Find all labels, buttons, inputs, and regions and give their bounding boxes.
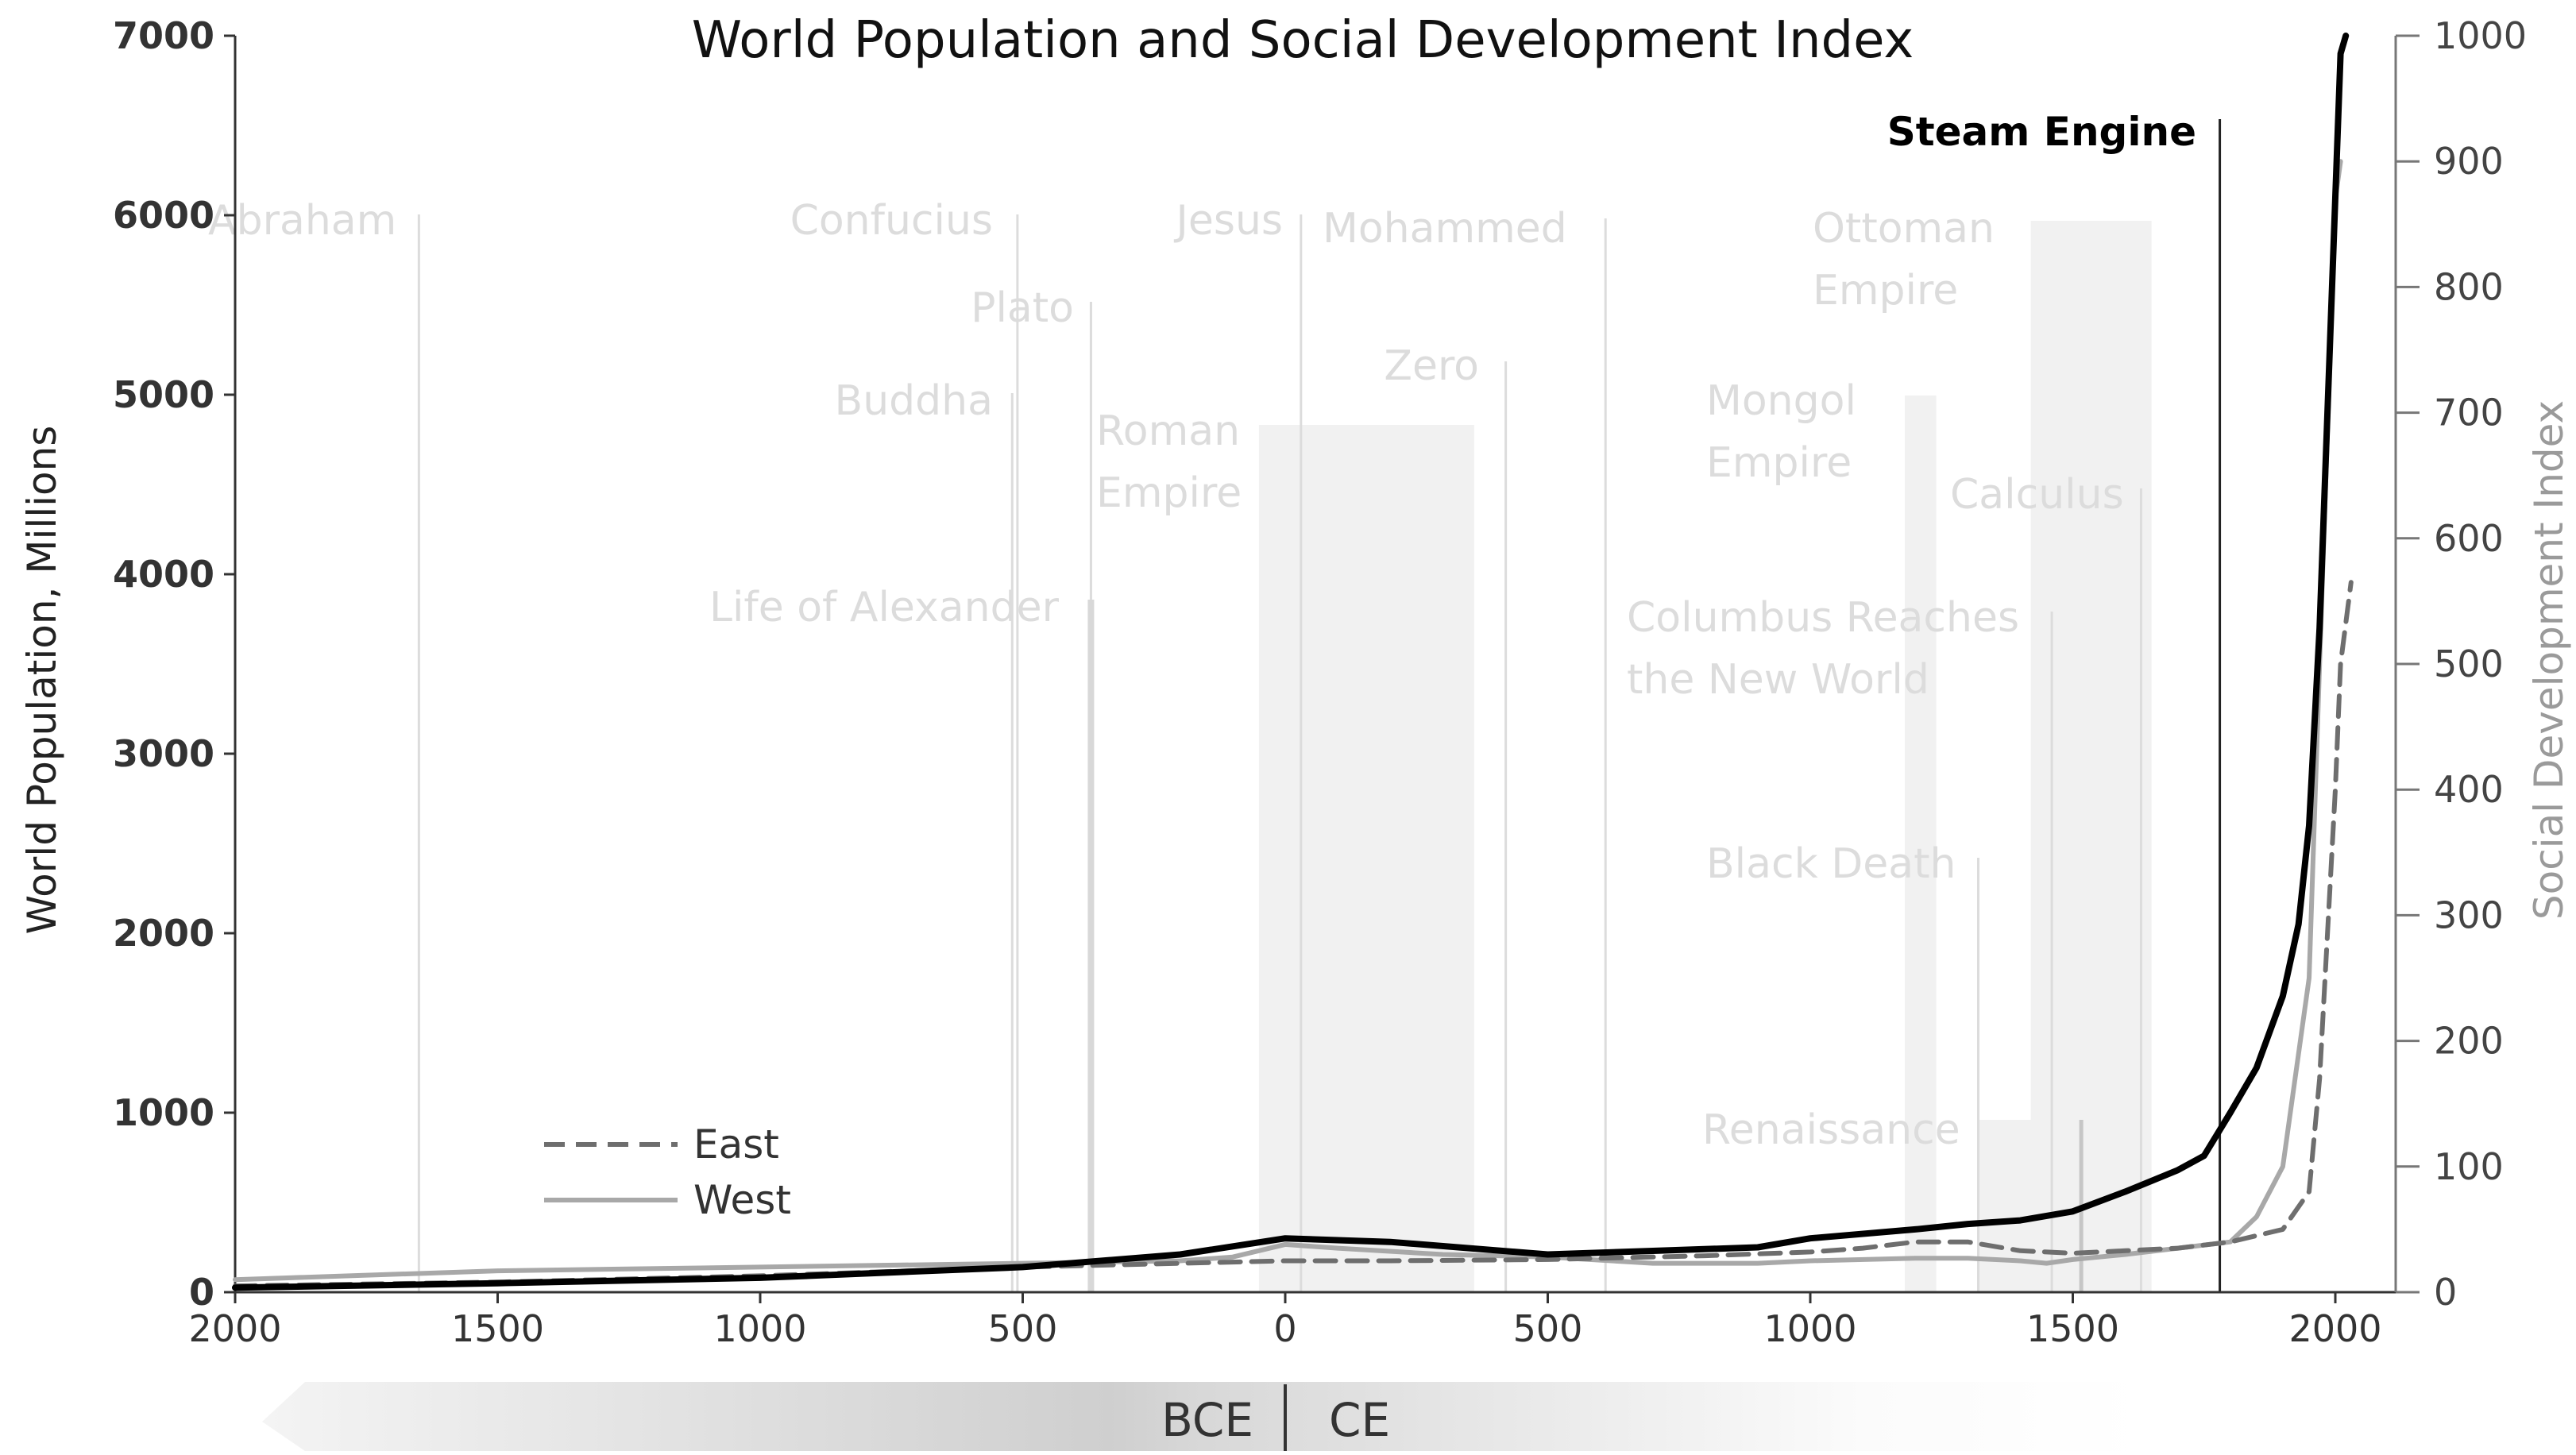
event-bands: [1258, 221, 2152, 1292]
legend-label-west: West: [693, 1177, 791, 1223]
event-label-plato: Plato: [971, 284, 1074, 332]
event-label-steam-engine: Steam Engine: [1887, 109, 2196, 155]
x-tick-label: 1500: [2026, 1307, 2119, 1350]
x-tick-label: 1000: [713, 1307, 806, 1350]
legend-label-east: East: [693, 1121, 779, 1167]
y-axis-title: World Population, Millions: [19, 426, 65, 935]
era-arrow: BCE CE: [262, 1382, 2145, 1451]
y2-tick-label: 300: [2434, 893, 2504, 936]
y2-tick-label: 800: [2434, 265, 2504, 308]
x-tick-label: 1000: [1763, 1307, 1856, 1350]
event-label-calculus: Calculus: [1950, 471, 2124, 519]
event-label-zero: Zero: [1384, 342, 1479, 390]
event-label-mongol: Mongol: [1706, 377, 1856, 425]
era-arrow-shape: [262, 1382, 2145, 1451]
event-label-columbus-reaches: Columbus Reaches: [1627, 594, 2019, 642]
x-tick-label: 500: [1513, 1307, 1583, 1350]
y2-axis-title: Social Development Index: [2526, 400, 2572, 920]
event-label-buddha: Buddha: [835, 377, 993, 425]
event-label-abraham: Abraham: [208, 197, 396, 245]
y2-tick-label: 200: [2434, 1020, 2504, 1063]
x-tick-label: 2000: [188, 1307, 281, 1350]
y-tick-label: 7000: [113, 14, 214, 57]
event-label-columbus-reaches-line2: the New World: [1627, 656, 1929, 704]
x-tick-label: 2000: [2288, 1307, 2381, 1350]
chart-title: World Population and Social Development …: [692, 11, 1914, 70]
event-label-black-death: Black Death: [1706, 840, 1956, 888]
y-tick-label: 3000: [113, 732, 214, 775]
event-band-renaissance: [1978, 1120, 2079, 1292]
event-label-jesus: Jesus: [1174, 197, 1283, 245]
y-tick-label: 2000: [113, 912, 214, 955]
y2-tick-label: 1000: [2434, 14, 2527, 57]
event-label-confucius: Confucius: [790, 197, 993, 245]
era-label-bce: BCE: [1161, 1393, 1253, 1447]
y-tick-label: 5000: [113, 373, 214, 416]
series-line-west: [233, 159, 2343, 1283]
y-tick-label: 1000: [113, 1091, 214, 1134]
y2-tick-label: 600: [2434, 517, 2504, 560]
event-label-renaissance: Renaissance: [1702, 1106, 1960, 1154]
event-labels: Abraham Confucius Jesus Mohammed Plato Buddha…: [208, 109, 2196, 1154]
y2-tick-label: 400: [2434, 768, 2504, 811]
y2-tick-label: 100: [2434, 1145, 2504, 1188]
event-band-roman: [1258, 425, 1474, 1292]
event-label-roman-line2: Empire: [1096, 469, 1242, 517]
x-tick-label: 1500: [451, 1307, 544, 1350]
event-label-roman: Roman: [1096, 407, 1240, 455]
y2-tick-label: 900: [2434, 140, 2504, 183]
event-label-life-of-alexander: Life of Alexander: [709, 584, 1060, 631]
legend: East West: [544, 1121, 791, 1223]
axes: 0100020003000400050006000700001002003004…: [19, 14, 2572, 1350]
event-lines: [417, 119, 2222, 1292]
series-line-population: [232, 33, 2350, 1291]
series-line-east: [233, 580, 2354, 1289]
y2-tick-label: 700: [2434, 392, 2504, 434]
event-label-ottoman-line2: Empire: [1813, 267, 1958, 315]
data-series: [232, 33, 2354, 1291]
y-tick-label: 6000: [113, 194, 214, 237]
y-tick-label: 4000: [113, 553, 214, 596]
event-label-mohammed: Mohammed: [1323, 205, 1567, 253]
y-tick-label: 0: [189, 1271, 214, 1314]
x-tick-label: 500: [988, 1307, 1058, 1350]
event-label-mongol-line2: Empire: [1706, 439, 1852, 487]
y2-tick-label: 0: [2434, 1271, 2457, 1314]
era-label-ce: CE: [1329, 1393, 1390, 1447]
x-tick-label: 0: [1273, 1307, 1296, 1350]
event-band-mongol: [1904, 396, 1937, 1292]
event-label-ottoman: Ottoman: [1813, 205, 1995, 253]
y2-tick-label: 500: [2434, 643, 2504, 685]
